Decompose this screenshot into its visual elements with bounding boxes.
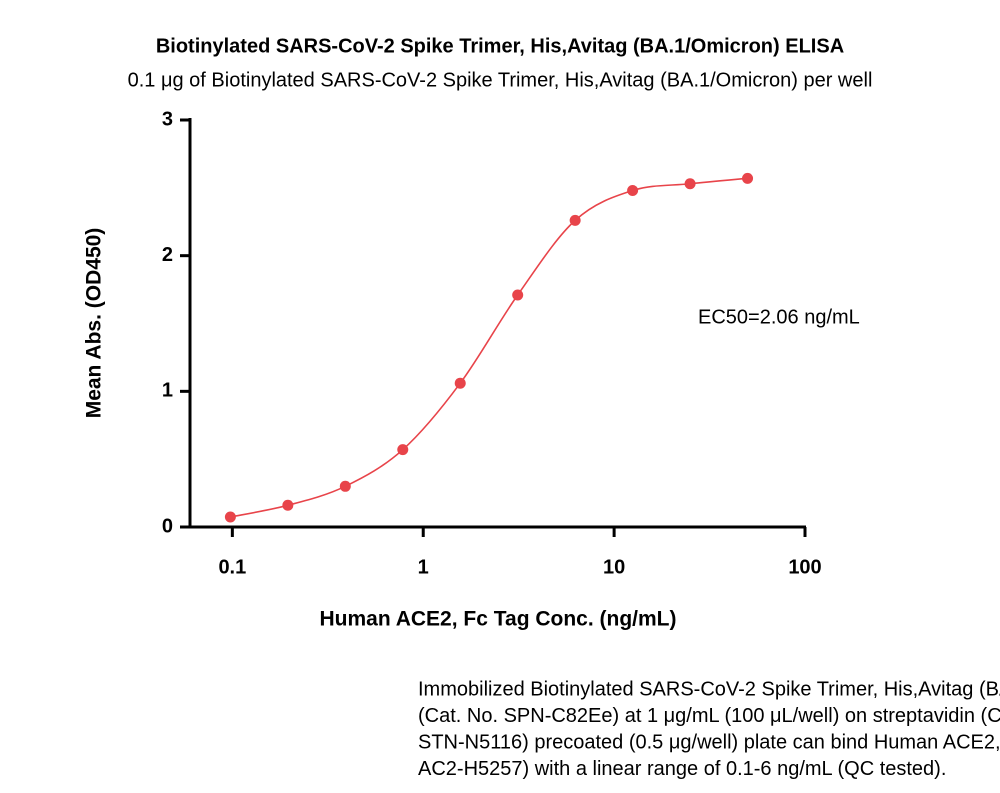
x-tick-label: 100: [788, 556, 821, 578]
annotation: EC50=2.06 ng/mL: [698, 306, 860, 328]
y-tick-label: 1: [162, 380, 173, 402]
x-tick-label: 10: [603, 556, 625, 578]
data-point: [454, 377, 466, 389]
y-tick-label: 0: [162, 515, 173, 537]
caption-line: AC2-H5257) with a linear range of 0.1-6 …: [418, 758, 946, 780]
x-axis-label: Human ACE2, Fc Tag Conc. (ng/mL): [319, 608, 676, 631]
data-point: [742, 172, 754, 184]
data-point: [339, 480, 351, 492]
caption: Immobilized Biotinylated SARS-CoV-2 Spik…: [418, 678, 1000, 780]
x-tick-label: 0.1: [218, 556, 246, 578]
data-point: [512, 289, 524, 301]
fit-curve: [230, 177, 748, 518]
data-point: [684, 178, 696, 190]
data-point: [224, 511, 236, 523]
caption-line: (Cat. No. SPN-C82Ee) at 1 μg/mL (100 μL/…: [418, 705, 1000, 727]
data-point: [282, 499, 294, 511]
y-tick-label: 3: [162, 108, 173, 130]
x-tick-label: 1: [418, 556, 429, 578]
y-tick-label: 2: [162, 244, 173, 266]
caption-line: STN-N5116) precoated (0.5 μg/well) plate…: [418, 731, 1000, 753]
chart-subtitle: 0.1 μg of Biotinylated SARS-CoV-2 Spike …: [128, 69, 873, 91]
y-axis-label: Mean Abs. (OD450): [83, 228, 106, 419]
caption-line: Immobilized Biotinylated SARS-CoV-2 Spik…: [418, 678, 1000, 700]
data-point: [627, 185, 639, 197]
data-point: [569, 214, 581, 226]
chart-title: Biotinylated SARS-CoV-2 Spike Trimer, Hi…: [156, 35, 844, 57]
data-point: [397, 444, 409, 456]
